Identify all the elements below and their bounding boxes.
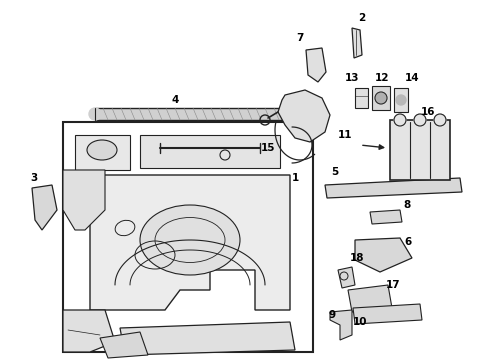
Polygon shape [338, 267, 355, 288]
Polygon shape [90, 175, 290, 310]
Polygon shape [355, 238, 412, 272]
Text: 12: 12 [375, 73, 389, 83]
Text: 6: 6 [404, 237, 412, 247]
Polygon shape [63, 310, 115, 352]
Text: 3: 3 [30, 173, 38, 183]
Text: 15: 15 [261, 143, 275, 153]
Text: 13: 13 [345, 73, 359, 83]
Polygon shape [330, 310, 352, 340]
Circle shape [394, 114, 406, 126]
Circle shape [396, 95, 406, 105]
Text: 7: 7 [296, 33, 304, 43]
Polygon shape [95, 108, 315, 120]
Polygon shape [278, 90, 330, 142]
Text: 14: 14 [405, 73, 419, 83]
Polygon shape [394, 88, 408, 112]
Polygon shape [325, 178, 462, 198]
Text: 1: 1 [292, 173, 298, 183]
Text: 17: 17 [386, 280, 400, 290]
Polygon shape [353, 304, 422, 324]
Text: 5: 5 [331, 167, 339, 177]
Polygon shape [370, 210, 402, 224]
Polygon shape [120, 322, 295, 355]
Polygon shape [352, 28, 362, 58]
Text: 9: 9 [328, 310, 336, 320]
Polygon shape [63, 122, 313, 352]
Text: 4: 4 [172, 95, 179, 105]
Polygon shape [348, 285, 392, 312]
Polygon shape [75, 135, 130, 170]
Text: 18: 18 [350, 253, 364, 263]
Ellipse shape [140, 205, 240, 275]
Circle shape [89, 108, 101, 120]
Circle shape [434, 114, 446, 126]
Polygon shape [372, 86, 390, 110]
Text: 11: 11 [338, 130, 352, 140]
Polygon shape [140, 135, 280, 168]
Circle shape [375, 92, 387, 104]
Text: 10: 10 [353, 317, 367, 327]
Text: 2: 2 [358, 13, 366, 23]
Circle shape [414, 114, 426, 126]
Text: 16: 16 [421, 107, 435, 117]
Ellipse shape [87, 140, 117, 160]
Polygon shape [63, 170, 105, 230]
Text: 8: 8 [403, 200, 411, 210]
Polygon shape [306, 48, 326, 82]
Polygon shape [100, 332, 148, 358]
Polygon shape [32, 185, 57, 230]
Polygon shape [355, 88, 368, 108]
Polygon shape [390, 120, 450, 180]
